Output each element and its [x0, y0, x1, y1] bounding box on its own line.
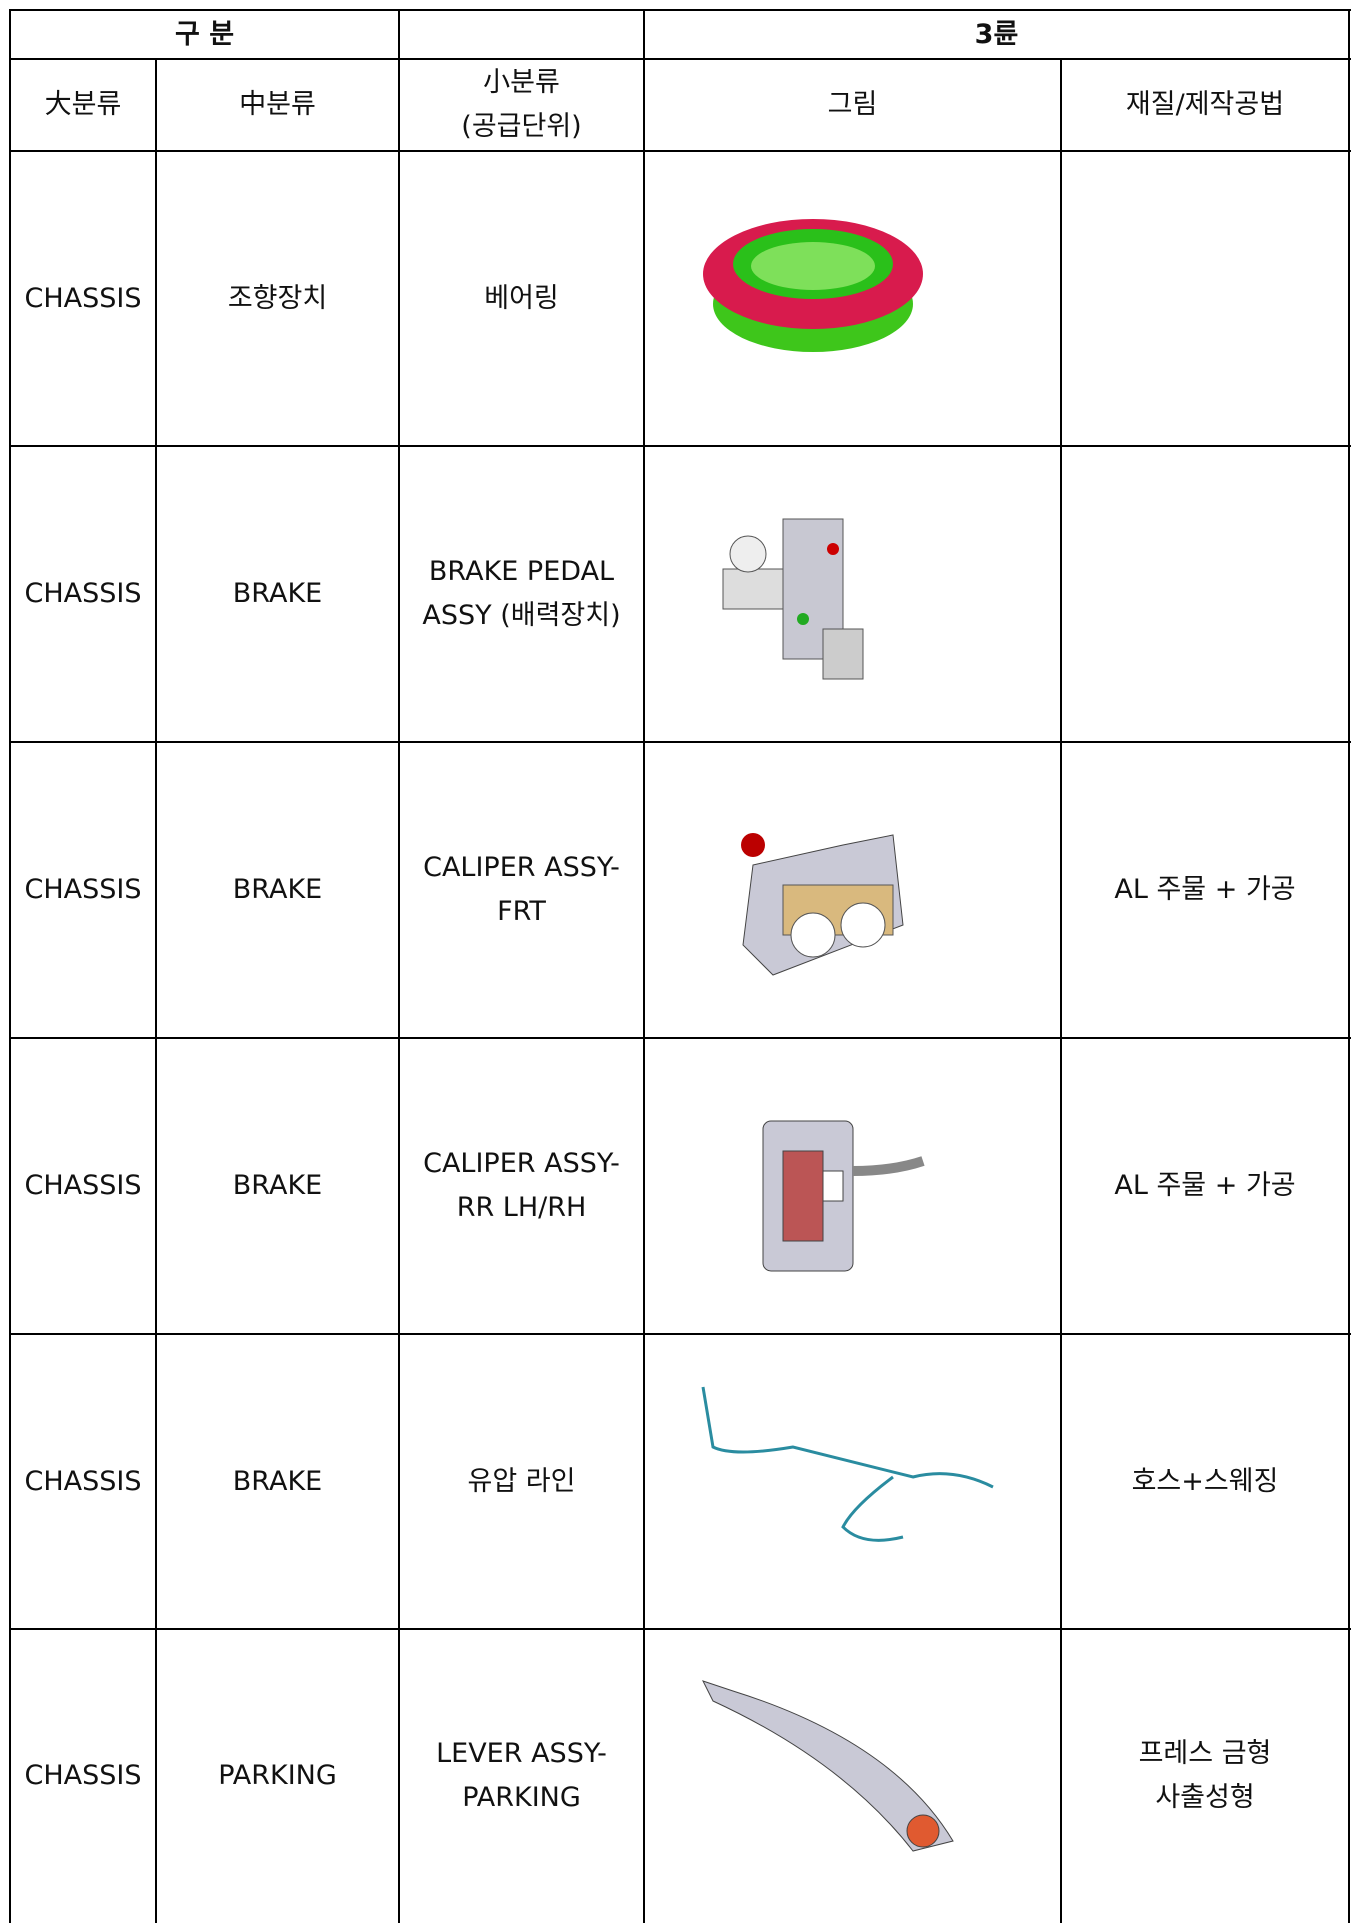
- grid-line: [398, 59, 400, 1923]
- part-image: [740, 833, 904, 976]
- major-category: CHASSIS: [24, 578, 142, 609]
- grid-line: [398, 10, 400, 59]
- text-line: FRT: [497, 896, 546, 927]
- grid-line: [9, 58, 1351, 60]
- material: [1061, 151, 1349, 446]
- grid-line: [9, 9, 1351, 11]
- group-header: 구 분: [174, 18, 235, 50]
- picture-cell: [644, 151, 1061, 446]
- mid-category: BRAKE: [232, 874, 323, 905]
- grid-line: [1060, 59, 1062, 1923]
- text-line: 사출성형: [1155, 1782, 1255, 1813]
- major-category: CHASSIS: [24, 282, 142, 314]
- text-line: 베어링: [484, 282, 559, 314]
- column-header: 中분류: [239, 89, 316, 120]
- minor-category: CALIPER ASSY- FRT: [399, 742, 644, 1038]
- minor-category: 유압 라인: [399, 1334, 644, 1629]
- part-image: [722, 518, 863, 680]
- major-category: CHASSIS: [24, 874, 142, 905]
- text-line: CALIPER ASSY-: [423, 1148, 620, 1179]
- text-line: AL 주물 + 가공: [1114, 874, 1296, 905]
- text-line: 호스+스웨징: [1131, 1465, 1279, 1497]
- text-line: (공급단위): [461, 111, 582, 142]
- group-header: 3륜: [974, 18, 1019, 50]
- part-image: [701, 1386, 994, 1542]
- part-image: [701, 1680, 954, 1852]
- column-header: 그림: [827, 89, 878, 120]
- material: AL 주물 + 가공: [1061, 1038, 1349, 1334]
- text-line: BRAKE PEDAL: [428, 556, 615, 587]
- grid-line: [9, 1628, 1351, 1630]
- grid-line: [9, 445, 1351, 447]
- grid-line: [9, 741, 1351, 743]
- minor-category: BRAKE PEDAL ASSY (배력장치): [399, 446, 644, 742]
- column-header: 小분류 (공급단위): [399, 59, 644, 151]
- grid-line: [1348, 10, 1350, 59]
- grid-line: [643, 10, 645, 59]
- mid-category: BRAKE: [232, 1465, 323, 1497]
- grid-line: [9, 1333, 1351, 1335]
- minor-category: 베어링: [399, 151, 644, 446]
- minor-category: CALIPER ASSY- RR LH/RH: [399, 1038, 644, 1334]
- text-line: 유압 라인: [467, 1465, 576, 1497]
- part-image: [702, 218, 923, 352]
- mid-category: PARKING: [218, 1760, 337, 1791]
- picture-cell: [644, 1629, 1061, 1923]
- text-line: RR LH/RH: [456, 1192, 587, 1223]
- column-header: 재질/제작공법: [1125, 89, 1285, 120]
- grid-line: [155, 59, 157, 1923]
- grid-line: [9, 1037, 1351, 1039]
- text-line: LEVER ASSY-: [436, 1738, 607, 1769]
- text-line: CALIPER ASSY-: [423, 852, 620, 883]
- picture-cell: [644, 446, 1061, 742]
- major-category: CHASSIS: [24, 1760, 142, 1791]
- material: AL 주물 + 가공: [1061, 742, 1349, 1038]
- text-line: 小분류: [483, 67, 560, 98]
- grid-line: [643, 59, 645, 1923]
- column-header: 大분류: [44, 89, 122, 120]
- minor-category: LEVER ASSY- PARKING: [399, 1629, 644, 1923]
- picture-cell: [644, 1038, 1061, 1334]
- part-image: [762, 1120, 925, 1272]
- picture-cell: [644, 1334, 1061, 1629]
- mid-category: BRAKE: [232, 1170, 323, 1201]
- text-line: ASSY (배력장치): [422, 600, 621, 631]
- material: [1061, 446, 1349, 742]
- text-line: 프레스 금형: [1138, 1738, 1272, 1769]
- major-category: CHASSIS: [24, 1170, 142, 1201]
- material: 호스+스웨징: [1061, 1334, 1349, 1629]
- grid-line: [9, 150, 1351, 152]
- grid-line: [1348, 59, 1350, 1923]
- text-line: AL 주물 + 가공: [1114, 1170, 1296, 1201]
- grid-line: [9, 59, 11, 1923]
- mid-category: 조향장치: [227, 282, 328, 314]
- text-line: PARKING: [462, 1782, 581, 1813]
- major-category: CHASSIS: [24, 1465, 142, 1497]
- mid-category: BRAKE: [232, 578, 323, 609]
- picture-cell: [644, 742, 1061, 1038]
- grid-line: [9, 10, 11, 59]
